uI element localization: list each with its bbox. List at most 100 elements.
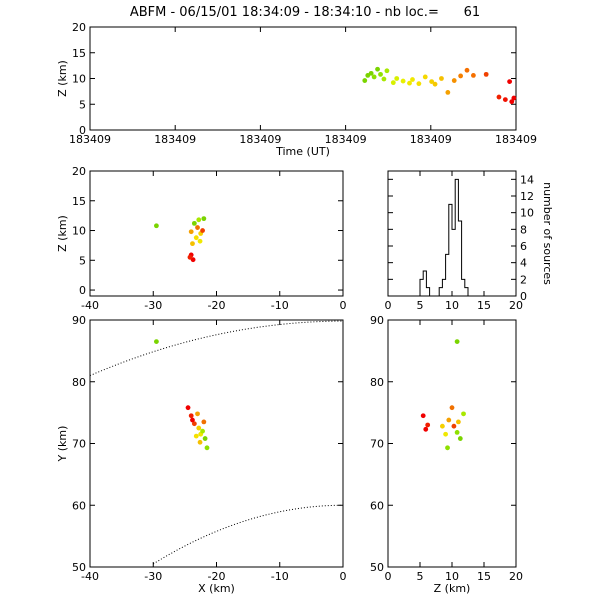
data-point bbox=[443, 431, 448, 437]
data-point bbox=[432, 81, 438, 87]
x-tick-label: 5 bbox=[417, 299, 424, 312]
x-tick-label: 183409 bbox=[325, 133, 367, 146]
y-tick-label: 5 bbox=[79, 98, 86, 111]
histogram-line bbox=[388, 178, 516, 297]
x-tick-label: -10 bbox=[271, 570, 289, 583]
x-tick-label: 183409 bbox=[154, 133, 196, 146]
y-tick-label: 50 bbox=[72, 561, 86, 574]
data-point bbox=[200, 228, 205, 233]
data-point bbox=[446, 417, 452, 423]
data-point bbox=[464, 67, 470, 73]
y-tick-label: 10 bbox=[72, 73, 86, 86]
data-point bbox=[204, 445, 210, 451]
y-tick-label: 50 bbox=[370, 561, 384, 574]
data-point bbox=[188, 413, 194, 419]
panel-time-height: 183409 183409 183409 183409 183409 1834090510… bbox=[56, 21, 537, 158]
x-tick-label: 10 bbox=[445, 570, 459, 583]
y-tick-label: 6 bbox=[520, 240, 527, 253]
y-tick-label: 14 bbox=[520, 173, 534, 186]
data-point bbox=[201, 216, 207, 222]
data-point bbox=[197, 238, 203, 244]
data-point bbox=[196, 217, 202, 223]
x-tick-label: 20 bbox=[509, 299, 523, 312]
data-point bbox=[193, 235, 199, 241]
boundary-line bbox=[89, 320, 344, 377]
panel-z-y: 0 5 10 15 20 50 60 70 80 90 Z (km) bbox=[370, 314, 523, 595]
y-tick-label: 2 bbox=[520, 273, 527, 286]
data-point bbox=[451, 78, 457, 83]
data-point bbox=[154, 223, 159, 229]
data-point bbox=[187, 254, 193, 260]
data-point bbox=[384, 68, 390, 74]
y-tick-label: 70 bbox=[370, 438, 384, 451]
data-point bbox=[185, 405, 191, 411]
data-point bbox=[445, 445, 450, 451]
x-tick-label: -10 bbox=[271, 299, 289, 312]
y-tick-label: 8 bbox=[520, 223, 527, 236]
data-point bbox=[454, 429, 460, 435]
y-tick-label: 20 bbox=[72, 21, 86, 34]
y-tick-label: 12 bbox=[520, 190, 534, 203]
y-axis-label: Z (km) bbox=[56, 215, 69, 252]
y-tick-label: 15 bbox=[72, 195, 86, 208]
plot-frame bbox=[89, 26, 517, 131]
data-point bbox=[429, 79, 435, 84]
data-point bbox=[202, 436, 208, 441]
data-point bbox=[511, 95, 517, 101]
data-point bbox=[440, 423, 445, 429]
y-tick-label: 15 bbox=[72, 47, 86, 60]
data-point bbox=[410, 77, 415, 82]
data-point bbox=[195, 225, 200, 230]
data-point bbox=[362, 78, 368, 83]
data-point bbox=[445, 90, 451, 95]
x-tick-label: 0 bbox=[385, 299, 392, 312]
x-tick-label: -40 bbox=[81, 299, 99, 312]
plot-frame bbox=[387, 170, 517, 297]
x-tick-label: -30 bbox=[144, 570, 162, 583]
data-point bbox=[457, 436, 463, 441]
data-point bbox=[483, 71, 489, 77]
y-tick-label: 90 bbox=[370, 314, 384, 327]
data-point bbox=[371, 74, 377, 80]
data-point bbox=[191, 220, 197, 226]
x-axis-label: Time (UT) bbox=[275, 145, 330, 158]
data-point bbox=[509, 99, 515, 105]
x-tick-label: 183409 bbox=[495, 133, 537, 146]
data-point bbox=[454, 339, 460, 345]
y-tick-label: 0 bbox=[79, 124, 86, 137]
data-point bbox=[458, 73, 464, 79]
data-point bbox=[439, 76, 444, 81]
x-tick-label: 15 bbox=[477, 299, 491, 312]
data-point bbox=[381, 76, 387, 82]
data-point bbox=[188, 229, 194, 235]
data-point bbox=[425, 422, 431, 428]
data-point bbox=[449, 405, 455, 411]
y-tick-label: 0 bbox=[520, 290, 527, 303]
x-tick-label: 0 bbox=[385, 570, 392, 583]
plots: 183409 183409 183409 183409 183409 1834090510… bbox=[56, 21, 554, 595]
y-tick-label: 80 bbox=[370, 376, 384, 389]
y-axis-label: Y (km) bbox=[56, 426, 69, 463]
y-tick-label: 5 bbox=[79, 254, 86, 267]
data-point bbox=[461, 411, 466, 417]
y-tick-label: 10 bbox=[72, 225, 86, 238]
data-point bbox=[394, 76, 400, 81]
x-tick-label: -30 bbox=[144, 299, 162, 312]
y-tick-label: 60 bbox=[370, 499, 384, 512]
x-tick-label: 5 bbox=[417, 570, 424, 583]
chart-title: ABFM - 06/15/01 18:34:09 - 18:34:10 - nb… bbox=[130, 5, 480, 20]
data-point bbox=[451, 423, 457, 429]
data-point bbox=[423, 426, 429, 432]
plot-frame bbox=[89, 170, 344, 297]
panel-x-y: -40 -30 -20 -10 0 50 60 70 80 90 X (km) Y (km) bbox=[56, 314, 347, 595]
y-tick-label: 0 bbox=[79, 284, 86, 297]
data-point bbox=[196, 425, 202, 431]
data-point bbox=[456, 419, 461, 425]
y-tick-label: 90 bbox=[72, 314, 86, 327]
y-tick-label: 70 bbox=[72, 438, 86, 451]
x-axis-label: X (km) bbox=[198, 582, 235, 595]
data-point bbox=[200, 428, 205, 434]
x-axis-label: Z (km) bbox=[434, 582, 471, 595]
x-tick-label: 0 bbox=[340, 299, 347, 312]
